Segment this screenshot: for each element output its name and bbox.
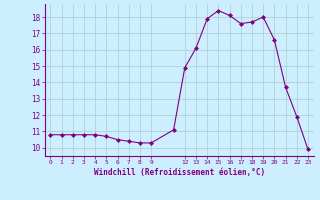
X-axis label: Windchill (Refroidissement éolien,°C): Windchill (Refroidissement éolien,°C) [94,168,265,177]
